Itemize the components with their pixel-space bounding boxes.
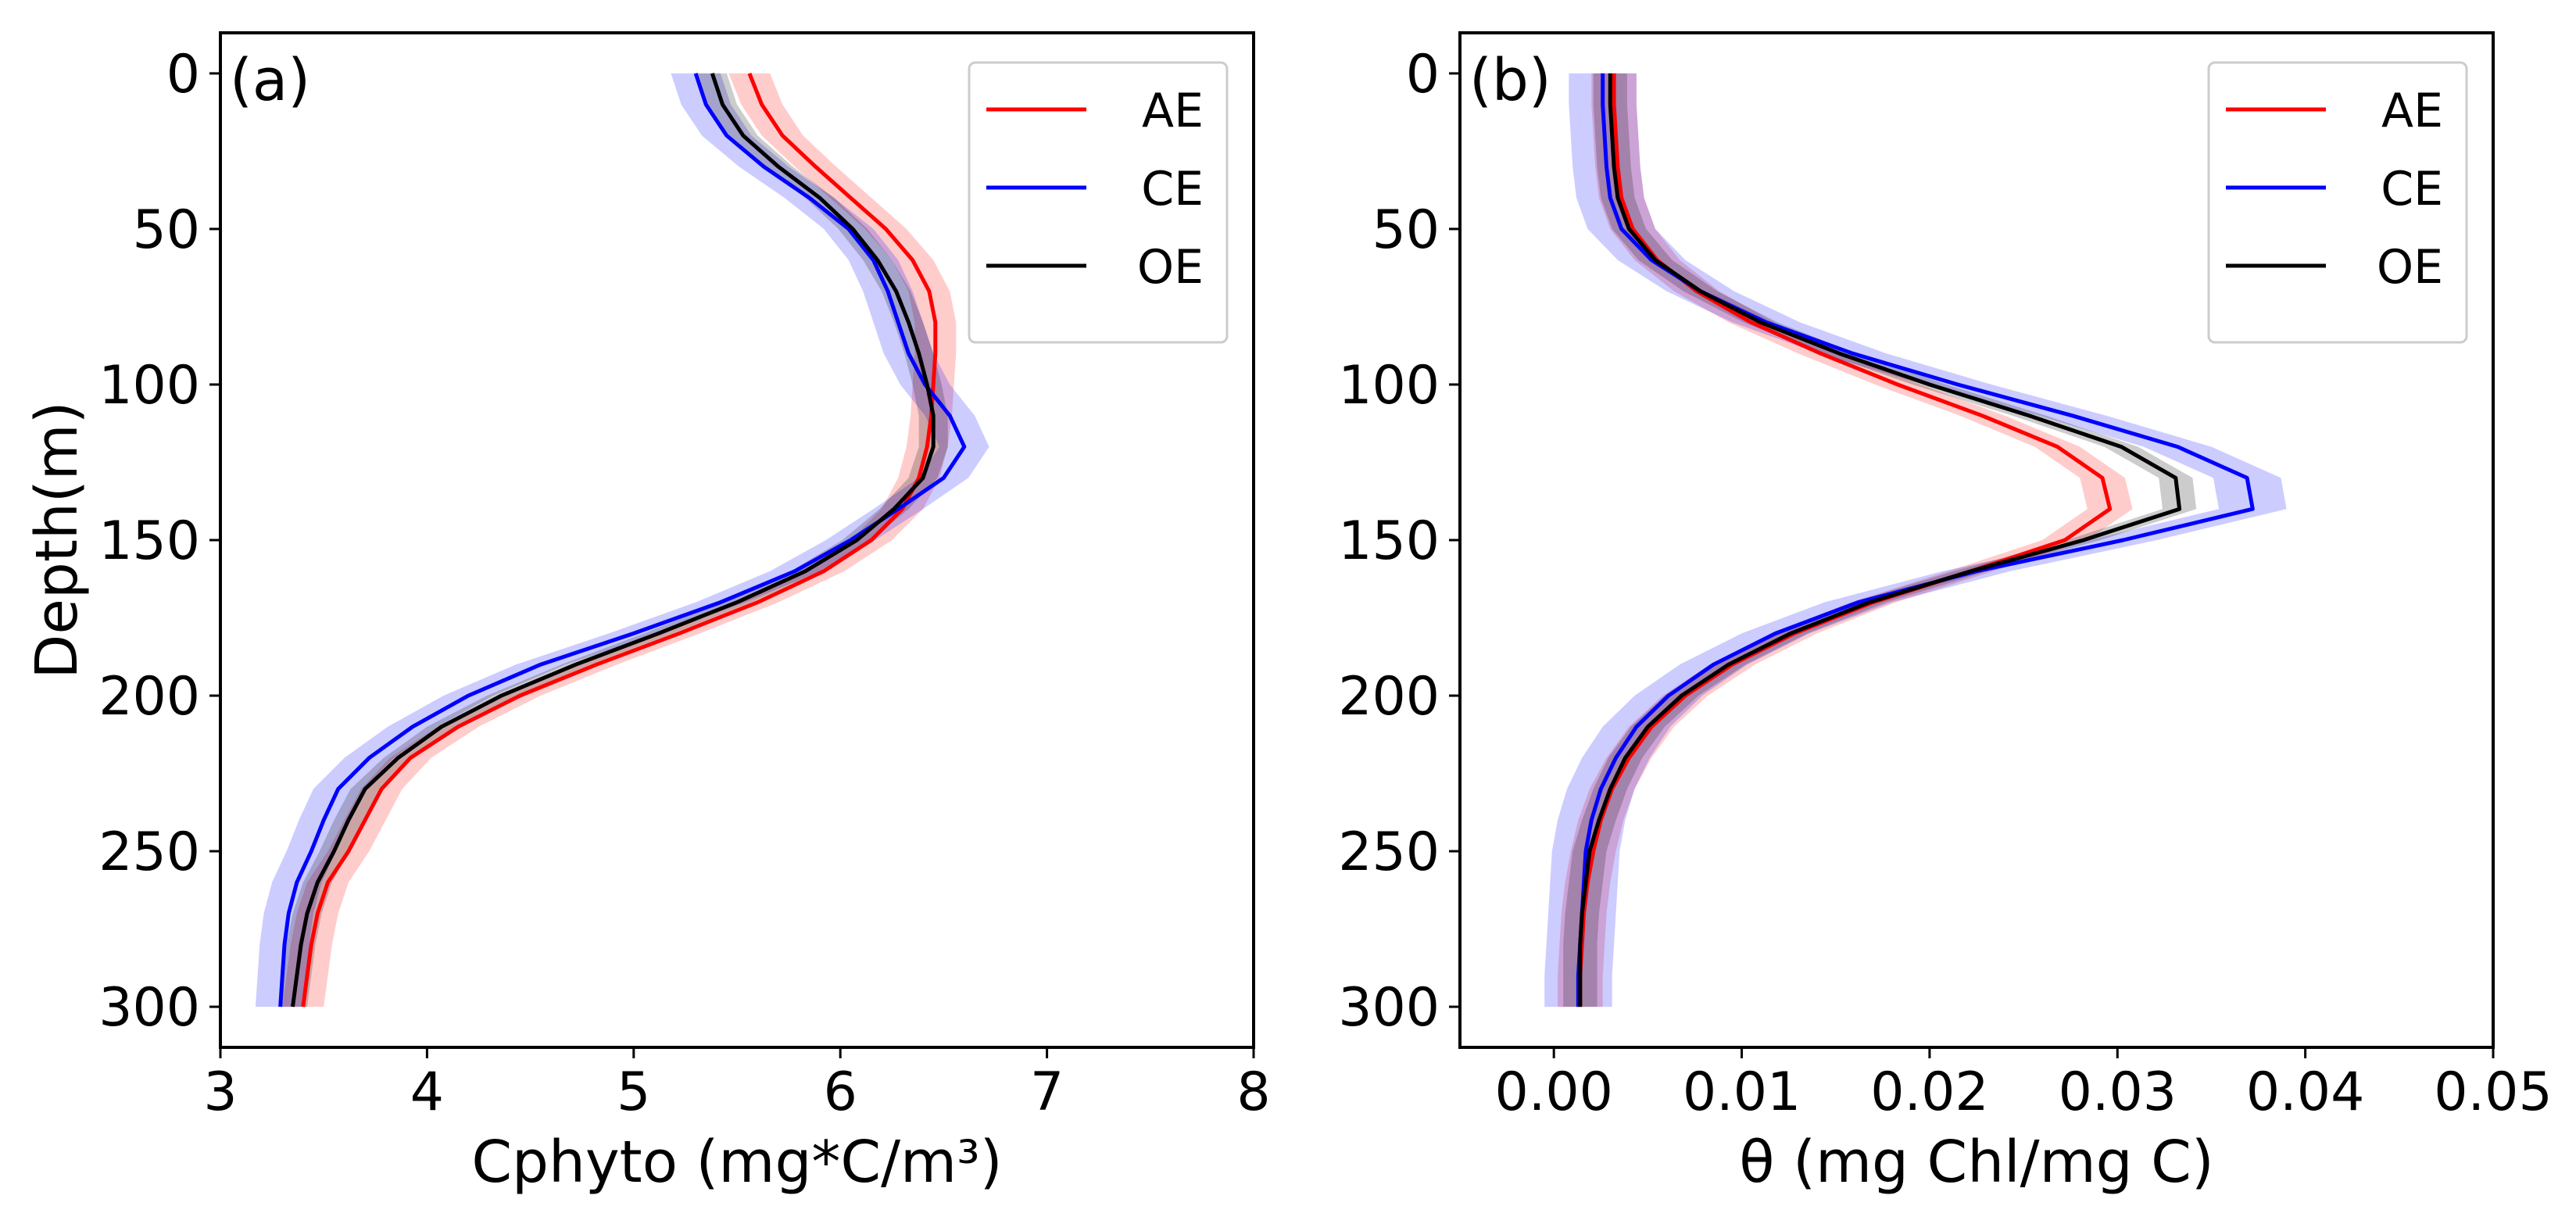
- series-line-oe: [291, 73, 936, 1007]
- x-tick-label: 7: [1030, 1061, 1064, 1123]
- x-tick-label: 0.02: [1870, 1061, 1988, 1123]
- y-tick-label: 300: [98, 977, 200, 1039]
- y-tick-label: 300: [1338, 977, 1440, 1039]
- x-tick-label: 3: [203, 1061, 237, 1123]
- legend-label-ae: AE: [1142, 84, 1204, 138]
- panel-label: (b): [1469, 47, 1551, 114]
- y-axis-label: Depth(m): [23, 401, 91, 678]
- legend-label-oe: OE: [2377, 240, 2443, 295]
- series-line-ce: [1576, 73, 2255, 1007]
- x-tick-label: 0.05: [2434, 1061, 2552, 1123]
- y-tick-label: 250: [1338, 821, 1440, 883]
- legend: AE CE OE: [2207, 61, 2468, 344]
- band-ce: [255, 73, 989, 1007]
- y-tick-label: 0: [1406, 44, 1440, 106]
- x-tick-label: 6: [824, 1061, 857, 1123]
- band-ae: [1558, 73, 2133, 1007]
- panel-a: 3 4 5 6 7 8 0 50 100 150 200 250 300 Cphyto (mg*C/m³)…: [23, 31, 1271, 1196]
- series-line-ce: [278, 73, 967, 1007]
- y-tick-label: 150: [98, 510, 200, 572]
- x-tick-label: 5: [617, 1061, 650, 1123]
- y-tick-label: 250: [98, 821, 200, 883]
- x-axis-label: θ (mg Chl/mg C): [1739, 1129, 2213, 1196]
- legend-label-oe: OE: [1137, 240, 1204, 295]
- legend: AE CE OE: [968, 61, 1229, 344]
- band-ce: [1544, 73, 2287, 1007]
- y-tick-label: 200: [1338, 666, 1440, 728]
- panel-label: (a): [230, 47, 310, 114]
- y-tick-label: 100: [1338, 355, 1440, 417]
- series-line-ae: [301, 72, 938, 1007]
- x-axis-label: Cphyto (mg*C/m³): [471, 1129, 1002, 1196]
- series-line-oe: [1578, 73, 2182, 1007]
- x-tick-label: 0.01: [1683, 1061, 1801, 1123]
- panel-b: 0.00 0.01 0.02 0.03 0.04 0.05 0 50 100 150 200 250 3…: [1338, 31, 2553, 1196]
- y-tick-label: 50: [132, 199, 200, 261]
- legend-label-ce: CE: [1141, 162, 1204, 217]
- x-tick-label: 4: [410, 1061, 444, 1123]
- x-tick-label: 0.03: [2059, 1061, 2177, 1123]
- y-tick-label: 0: [166, 44, 200, 106]
- y-tick-label: 200: [98, 666, 200, 728]
- y-tick-label: 100: [98, 355, 200, 417]
- legend-label-ae: AE: [2381, 84, 2443, 138]
- x-tick-label: 0.00: [1494, 1061, 1612, 1123]
- legend-label-ce: CE: [2381, 162, 2443, 217]
- legend-box: [968, 61, 1229, 344]
- x-tick-label: 0.04: [2246, 1061, 2364, 1123]
- y-tick-label: 150: [1338, 510, 1440, 572]
- legend-box: [2207, 61, 2468, 344]
- y-tick-label: 50: [1372, 199, 1440, 261]
- x-tick-label: 8: [1236, 1061, 1270, 1123]
- series-line-ae: [1578, 73, 2113, 1007]
